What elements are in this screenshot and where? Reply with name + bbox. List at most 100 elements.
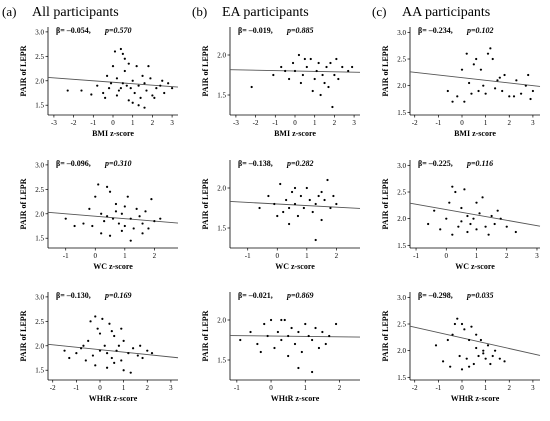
panel-2-2-data-point bbox=[475, 346, 478, 350]
panel-2-0-x-tick-label: -2 bbox=[50, 384, 56, 392]
panel-2-2-data-point bbox=[472, 362, 475, 366]
panel-0-0-data-point bbox=[167, 82, 170, 85]
panel-0-0-data-point bbox=[149, 77, 152, 80]
panel-0-2-data-point bbox=[477, 89, 480, 93]
scatter-panel: -1 0 1 2 1.5 2.0 WHtR z-score PAIR of LEPR β= –0… bbox=[201, 291, 361, 403]
scatter-panel: -1 0 1 2 1.5 2.0 WC z-score PAIR of LEPR β= –0.1… bbox=[201, 159, 361, 271]
scatter-panel: -2 -1 0 1 2 3 1.5 2.0 2.5 3.0 WHtR z-score PAIR of … bbox=[381, 291, 541, 403]
panel-0-1-x-axis-label: BMI z-score bbox=[274, 129, 316, 138]
panel-1-0-data-point bbox=[159, 217, 162, 220]
panel-0-1-data-point bbox=[323, 81, 326, 85]
panel-2-1-data-point bbox=[280, 338, 283, 342]
panel-2-1-data-point bbox=[287, 334, 290, 338]
panel-2-2-x-tick-label: -2 bbox=[412, 384, 418, 392]
panel-0-2-x-tick-label: -2 bbox=[412, 119, 418, 127]
panel-0-0-y-axis-label: PAIR of LEPR bbox=[19, 45, 28, 96]
panel-0-0-data-point bbox=[102, 91, 105, 95]
panel-1-2-data-point bbox=[484, 225, 487, 228]
panel-0-2-x-tick-label: -1 bbox=[435, 119, 441, 127]
panel-1-1-data-point bbox=[287, 222, 291, 226]
panel-2-1-x-tick-label: 2 bbox=[338, 384, 342, 392]
panel-1-0-data-point bbox=[126, 195, 129, 198]
panel-1-0-data-point bbox=[82, 222, 85, 225]
panel-1-0-y-axis-label: PAIR of LEPR bbox=[19, 178, 28, 229]
panel-1-0-data-point bbox=[114, 210, 118, 213]
panel-1-1-data-point bbox=[273, 202, 276, 206]
panel-1-1-data-point bbox=[282, 210, 285, 214]
panel-1-1-data-point bbox=[308, 198, 311, 202]
panel-1-0-data-point bbox=[117, 222, 121, 225]
panel-0-2-x-axis-label: BMI z-score bbox=[454, 129, 496, 138]
panel-2-2-data-point bbox=[470, 325, 473, 328]
panel-2-1-data-point bbox=[290, 326, 293, 330]
panel-2-1-data-point bbox=[293, 342, 297, 346]
panel-0-0-data-point bbox=[104, 96, 107, 99]
panel-2-0-data-point bbox=[110, 356, 113, 360]
panel-2-1-data-point bbox=[311, 338, 314, 342]
panel-1-0-data-point bbox=[91, 224, 94, 228]
panel-1-1-data-point bbox=[320, 218, 323, 222]
panel-0-2-data-point bbox=[479, 68, 483, 71]
panel-1-2-data-point bbox=[487, 233, 490, 236]
panel-2-0-x-axis-label: WHtR z-score bbox=[89, 394, 138, 403]
panel-2-1-data-point bbox=[334, 322, 338, 326]
panel-0-2-data-point bbox=[489, 47, 492, 50]
panel-0-1-data-point bbox=[317, 61, 320, 65]
panel-2-2-data-point bbox=[486, 344, 490, 347]
panel-0-1-data-point bbox=[291, 61, 295, 65]
panel-2-0-data-point bbox=[68, 356, 71, 360]
panel-2-1-x-tick-label: -1 bbox=[234, 384, 240, 392]
panel-2-0-data-point bbox=[105, 366, 109, 369]
panel-1-0-data-point bbox=[150, 198, 153, 201]
panel-0-0-x-tick-label: 3 bbox=[170, 119, 174, 127]
panel-1-2-data-point bbox=[469, 222, 472, 226]
panel-1-1-data-point bbox=[335, 202, 338, 206]
panel-2-1-data-point bbox=[276, 330, 279, 334]
panel-0-0-data-point bbox=[66, 89, 69, 92]
panel-2-2-x-tick-label: 0 bbox=[460, 384, 464, 392]
panel-0-1-x-tick-label: 2 bbox=[333, 119, 337, 127]
panel-0-1-x-tick-label: -3 bbox=[233, 119, 239, 127]
panel-2-1-data-point bbox=[300, 350, 303, 354]
column-title-b: EA participants bbox=[222, 5, 309, 20]
panel-2-2-beta-label: β= –0.298, bbox=[418, 291, 453, 300]
panel-2-2-data-point bbox=[484, 357, 487, 360]
panel-1-2-data-point bbox=[481, 196, 484, 199]
panel-0-0-data-point bbox=[123, 57, 126, 60]
panel-1-1-x-axis-label: WC z-score bbox=[275, 262, 315, 271]
scatter-panel: -2 -1 0 1 2 3 1.5 2.0 2.5 3.0 WHtR z-score PAIR of … bbox=[19, 291, 179, 403]
panel-1-0-data-point bbox=[88, 207, 91, 210]
panel-2-2-data-point bbox=[467, 338, 471, 342]
panel-2-2-x-tick-label: 3 bbox=[531, 384, 535, 392]
panel-0-0-data-point bbox=[131, 79, 134, 82]
scatter-panel: -1 0 1 2 1.5 2.0 2.5 3.0 WC z-score PAIR of LEPR β… bbox=[19, 159, 179, 271]
panel-2-0-data-point bbox=[136, 354, 139, 357]
panel-0-1-data-point bbox=[301, 73, 304, 77]
column-title-c: AA participants bbox=[402, 5, 490, 20]
panel-0-2-data-point bbox=[531, 89, 535, 93]
panel-2-0-data-point bbox=[82, 344, 85, 347]
panel-1-2-x-tick-label: 0 bbox=[445, 252, 449, 260]
panel-0-1-data-point bbox=[250, 85, 253, 89]
panel-1-0-data-point bbox=[73, 224, 76, 228]
panel-0-1-data-point bbox=[303, 57, 306, 61]
panel-0-1-x-tick-label: 1 bbox=[313, 119, 317, 127]
panel-1-2-data-point bbox=[451, 185, 454, 188]
panel-0-0-data-point bbox=[155, 87, 158, 90]
panel-1-1-data-point bbox=[293, 202, 297, 206]
panel-1-0-data-point bbox=[141, 232, 144, 235]
panel-2-1-data-point bbox=[287, 354, 290, 358]
panel-0-0-data-point bbox=[121, 52, 124, 55]
panel-2-1-x-axis-label: WHtR z-score bbox=[271, 394, 320, 403]
panel-1-1-y-tick-label: 1.5 bbox=[217, 225, 226, 233]
panel-2-0-data-point bbox=[89, 320, 92, 323]
panel-1-2-data-point bbox=[460, 220, 463, 223]
panel-2-0-data-point bbox=[101, 317, 104, 320]
panel-1-1-data-point bbox=[320, 190, 323, 194]
panel-0-2-data-point bbox=[482, 84, 485, 87]
panel-2-2-data-point bbox=[503, 360, 506, 363]
panel-1-2-x-tick-label: -1 bbox=[413, 252, 419, 260]
panel-0-2-beta-label: β= –0.234, bbox=[418, 26, 453, 35]
panel-1-1-p-value-label: p=0.282 bbox=[286, 159, 314, 168]
panel-1-0-data-point bbox=[123, 205, 126, 208]
